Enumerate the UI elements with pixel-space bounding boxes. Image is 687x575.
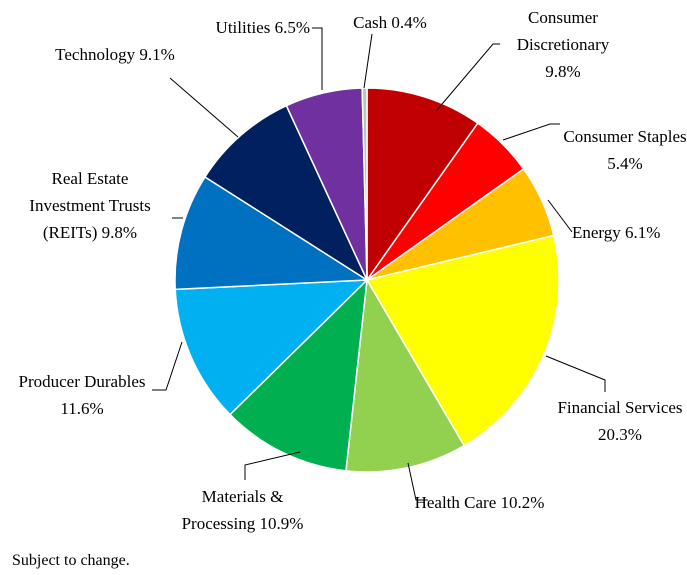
- leader-lines: [152, 27, 606, 501]
- leader-line: [169, 77, 239, 138]
- value-label: 20.3%: [598, 425, 642, 444]
- pie-slice: [203, 104, 369, 283]
- value-label: 9.8%: [545, 62, 581, 81]
- value-label: 10.9%: [259, 514, 304, 533]
- category-name: Health Care: [414, 493, 497, 512]
- leader-line: [152, 341, 183, 391]
- category-name: Utilities: [215, 18, 271, 37]
- slice-label: Energy 6.1%: [572, 219, 687, 246]
- category-name: Technology: [55, 45, 136, 64]
- leader-line: [244, 451, 301, 480]
- category-name: Financial Services: [557, 398, 683, 417]
- leader-line: [545, 355, 606, 392]
- value-label: 0.4%: [391, 13, 427, 32]
- leader-line: [502, 123, 560, 141]
- pie-slice: [229, 277, 368, 472]
- category-name: Producer Durables: [18, 372, 146, 391]
- leader-line: [312, 27, 323, 90]
- slice-label: Materials & Processing 10.9%: [180, 483, 305, 537]
- category-name: Cash: [353, 13, 388, 32]
- slice-label: Utilities 6.5%: [180, 14, 310, 41]
- category-name: Consumer Discretionary: [516, 8, 610, 54]
- category-name: Materials & Processing: [181, 487, 284, 533]
- value-label: 5.4%: [607, 154, 643, 173]
- slice-label: Producer Durables 11.6%: [2, 368, 162, 422]
- value-label: 6.1%: [625, 223, 661, 242]
- leader-line: [436, 43, 500, 111]
- leader-line: [547, 199, 573, 233]
- leader-line: [407, 462, 428, 501]
- slice-label: Technology 9.1%: [55, 41, 175, 68]
- slice-label: Cash 0.4%: [335, 9, 445, 36]
- value-label: 9.8%: [101, 223, 138, 242]
- footnote: Subject to change.: [12, 552, 130, 569]
- value-label: 11.6%: [60, 399, 104, 418]
- value-label: 6.5%: [274, 18, 310, 37]
- pie-slice: [174, 279, 369, 416]
- pie-slice: [366, 87, 479, 283]
- category-name: Real Estate Investment Trusts (REITs): [29, 169, 151, 242]
- category-name: Energy: [572, 223, 621, 242]
- leader-line: [363, 33, 373, 89]
- slice-label: Financial Services 20.3%: [550, 394, 687, 448]
- pie-slice: [365, 234, 560, 447]
- slice-label: Real Estate Investment Trusts (REITs) 9.…: [20, 165, 160, 246]
- slice-label: Consumer Staples 5.4%: [560, 123, 687, 177]
- value-label: 10.2%: [500, 493, 545, 512]
- pie-slice: [345, 277, 466, 473]
- value-label: 9.1%: [139, 45, 175, 64]
- slice-label: Consumer Discretionary 9.8%: [498, 4, 628, 85]
- category-name: Consumer Staples: [563, 127, 687, 146]
- pie-slice: [174, 175, 370, 291]
- slice-label: Health Care 10.2%: [412, 489, 547, 516]
- pie: [174, 87, 560, 473]
- pie-slice: [361, 87, 368, 281]
